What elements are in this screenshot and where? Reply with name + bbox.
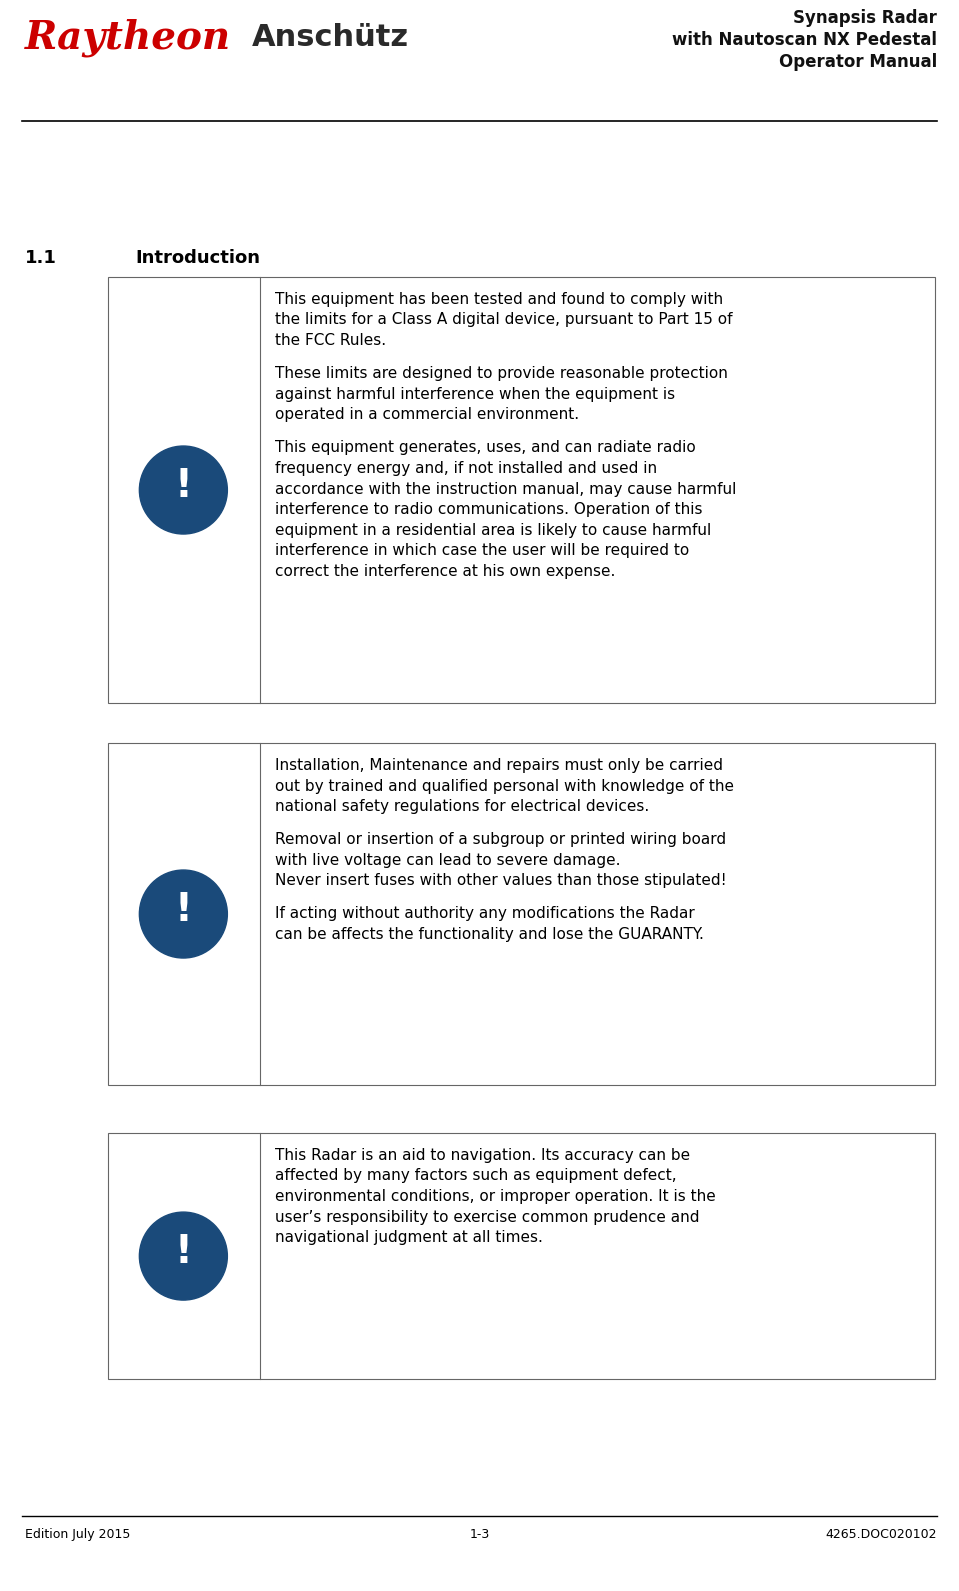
Text: Removal or insertion of a subgroup or printed wiring board: Removal or insertion of a subgroup or pr… bbox=[275, 832, 727, 848]
Circle shape bbox=[139, 445, 227, 535]
Text: frequency energy and, if not installed and used in: frequency energy and, if not installed a… bbox=[275, 461, 658, 476]
Bar bbox=[108, 277, 935, 703]
Text: This equipment has been tested and found to comply with: This equipment has been tested and found… bbox=[275, 291, 723, 307]
Circle shape bbox=[139, 1212, 227, 1300]
Bar bbox=[108, 743, 935, 1085]
Text: affected by many factors such as equipment defect,: affected by many factors such as equipme… bbox=[275, 1168, 677, 1184]
Bar bbox=[108, 1133, 935, 1379]
Text: interference to radio communications. Operation of this: interference to radio communications. Op… bbox=[275, 503, 703, 517]
Text: environmental conditions, or improper operation. It is the: environmental conditions, or improper op… bbox=[275, 1188, 716, 1204]
Text: interference in which case the user will be required to: interference in which case the user will… bbox=[275, 544, 690, 558]
Text: Introduction: Introduction bbox=[135, 248, 260, 267]
Text: operated in a commercial environment.: operated in a commercial environment. bbox=[275, 407, 579, 422]
Text: If acting without authority any modifications the Radar: If acting without authority any modifica… bbox=[275, 907, 695, 921]
Text: Synapsis Radar: Synapsis Radar bbox=[793, 10, 937, 27]
Text: !: ! bbox=[175, 468, 193, 504]
Text: Raytheon: Raytheon bbox=[25, 19, 231, 57]
Text: out by trained and qualified personal with knowledge of the: out by trained and qualified personal wi… bbox=[275, 778, 735, 794]
Text: Anschütz: Anschütz bbox=[252, 24, 409, 53]
Text: Installation, Maintenance and repairs must only be carried: Installation, Maintenance and repairs mu… bbox=[275, 757, 723, 773]
Text: !: ! bbox=[175, 1233, 193, 1271]
Text: national safety regulations for electrical devices.: national safety regulations for electric… bbox=[275, 799, 649, 815]
Text: with live voltage can lead to severe damage.: with live voltage can lead to severe dam… bbox=[275, 853, 620, 867]
Text: navigational judgment at all times.: navigational judgment at all times. bbox=[275, 1230, 543, 1246]
Text: This equipment generates, uses, and can radiate radio: This equipment generates, uses, and can … bbox=[275, 441, 696, 455]
Text: against harmful interference when the equipment is: against harmful interference when the eq… bbox=[275, 387, 675, 401]
Text: Edition July 2015: Edition July 2015 bbox=[25, 1529, 130, 1542]
Text: the FCC Rules.: the FCC Rules. bbox=[275, 333, 386, 348]
Text: can be affects the functionality and lose the GUARANTY.: can be affects the functionality and los… bbox=[275, 928, 704, 942]
Text: equipment in a residential area is likely to cause harmful: equipment in a residential area is likel… bbox=[275, 523, 712, 538]
Circle shape bbox=[139, 870, 227, 958]
Text: These limits are designed to provide reasonable protection: These limits are designed to provide rea… bbox=[275, 366, 728, 382]
Text: the limits for a Class A digital device, pursuant to Part 15 of: the limits for a Class A digital device,… bbox=[275, 312, 733, 328]
Text: accordance with the instruction manual, may cause harmful: accordance with the instruction manual, … bbox=[275, 482, 737, 496]
Text: 1.1: 1.1 bbox=[25, 248, 57, 267]
Text: 4265.DOC020102: 4265.DOC020102 bbox=[826, 1529, 937, 1542]
Text: 1-3: 1-3 bbox=[469, 1529, 490, 1542]
Text: with Nautoscan NX Pedestal: with Nautoscan NX Pedestal bbox=[672, 30, 937, 49]
Text: Never insert fuses with other values than those stipulated!: Never insert fuses with other values tha… bbox=[275, 873, 727, 888]
Text: !: ! bbox=[175, 891, 193, 929]
Text: correct the interference at his own expense.: correct the interference at his own expe… bbox=[275, 565, 616, 579]
Text: Operator Manual: Operator Manual bbox=[779, 53, 937, 72]
Text: This Radar is an aid to navigation. Its accuracy can be: This Radar is an aid to navigation. Its … bbox=[275, 1147, 690, 1163]
Text: user’s responsibility to exercise common prudence and: user’s responsibility to exercise common… bbox=[275, 1209, 700, 1225]
